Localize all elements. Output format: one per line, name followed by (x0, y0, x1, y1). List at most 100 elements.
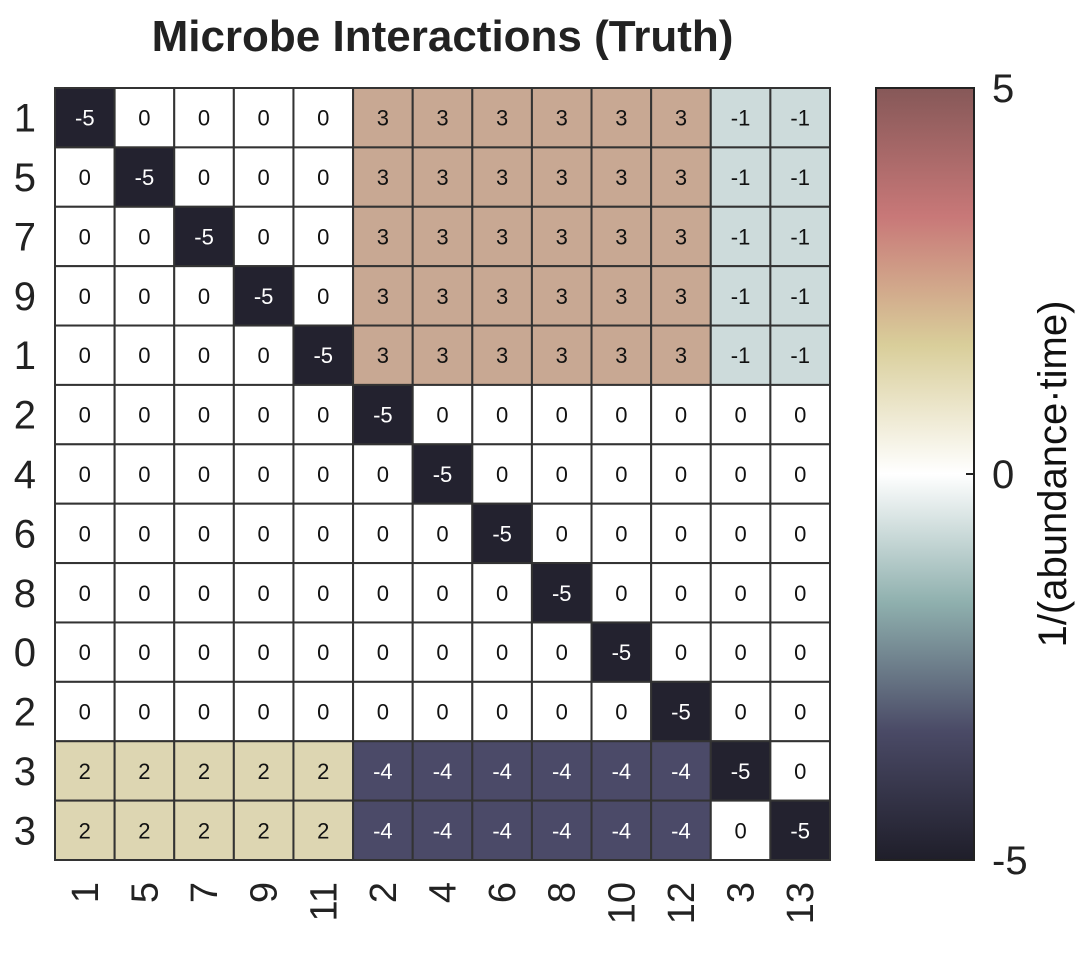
heatmap-cell (769, 87, 832, 149)
cell-value-label: 0 (496, 581, 508, 606)
cell-value-label: 3 (496, 343, 508, 368)
cell-value-label: 0 (317, 284, 329, 309)
cell-value-label: 0 (198, 462, 210, 487)
cell-value-label: -1 (731, 224, 751, 249)
cell-value-label: -1 (790, 165, 810, 190)
cell-value-label: -5 (373, 403, 393, 428)
colorbar-tick-label: -5 (992, 839, 1028, 883)
heatmap-cell (113, 146, 176, 208)
cell-value-label: -5 (194, 224, 214, 249)
cell-value-label: 3 (377, 224, 389, 249)
cell-value-label: 0 (317, 521, 329, 546)
heatmap-cell (292, 502, 355, 565)
cell-value-label: 0 (734, 700, 746, 725)
cell-value-label: 0 (138, 343, 150, 368)
heatmap-cell (530, 621, 593, 683)
cell-value-label: -4 (373, 818, 393, 843)
cell-value-label: -4 (492, 759, 512, 784)
cell-value-label: 0 (317, 581, 329, 606)
heatmap-cell (352, 621, 414, 683)
cell-value-label: 0 (615, 462, 627, 487)
heatmap-cell (471, 443, 533, 505)
cell-value-label: 0 (138, 462, 150, 487)
cell-value-label: 0 (317, 462, 329, 487)
heatmap-cell (173, 146, 235, 208)
heatmap-cell (113, 265, 176, 327)
colorbar-label: 1/(abundance·time) (1031, 301, 1075, 648)
heatmap-cell (173, 562, 235, 624)
cell-value-label: 0 (258, 581, 270, 606)
cell-value-label: -1 (790, 224, 810, 249)
heatmap-cell (173, 799, 235, 861)
cell-value-label: 0 (436, 700, 448, 725)
colorbar-tick-label: 5 (992, 67, 1014, 111)
cell-value-label: -1 (790, 106, 810, 131)
cell-value-label: 0 (79, 700, 91, 725)
cell-value-label: 3 (377, 106, 389, 131)
cell-value-label: 0 (734, 403, 746, 428)
cell-value-label: 0 (615, 521, 627, 546)
heatmap-cell (173, 443, 235, 505)
heatmap-cell (471, 799, 533, 861)
row-tick-label: 6 (14, 512, 36, 556)
heatmap-cell (411, 502, 474, 565)
heatmap-cell (173, 87, 235, 149)
heatmap-cell (650, 324, 712, 386)
cell-value-label: 0 (615, 581, 627, 606)
cell-value-label: 3 (556, 165, 568, 190)
cell-value-label: 3 (496, 224, 508, 249)
heatmap-cell (590, 87, 653, 149)
cell-value-label: 0 (138, 106, 150, 131)
cell-value-label: 0 (79, 224, 91, 249)
heatmap-cell (292, 562, 355, 624)
heatmap-cell (232, 621, 295, 683)
cell-value-label: 3 (556, 284, 568, 309)
cell-value-label: 0 (317, 403, 329, 428)
heatmap-cell (292, 621, 355, 683)
cell-value-label: 0 (615, 700, 627, 725)
cell-value-label: 3 (675, 224, 687, 249)
heatmap-cell (173, 740, 235, 802)
cell-value-label: 2 (317, 759, 329, 784)
cell-value-label: 3 (556, 224, 568, 249)
cell-value-label: 0 (556, 700, 568, 725)
heatmap-cell (590, 502, 653, 565)
heatmap-cell (709, 146, 772, 208)
heatmap-cell (352, 740, 414, 802)
cell-value-label: 2 (198, 759, 210, 784)
cell-value-label: -4 (671, 818, 691, 843)
cell-value-label: 0 (79, 581, 91, 606)
cell-value-label: 0 (258, 343, 270, 368)
cell-value-label: -5 (671, 700, 691, 725)
cell-value-label: -1 (731, 165, 751, 190)
cell-value-label: 3 (436, 106, 448, 131)
column-tick-label: 1 (65, 882, 107, 903)
cell-value-label: -1 (731, 284, 751, 309)
cell-value-label: 0 (317, 700, 329, 725)
cell-value-label: 3 (675, 106, 687, 131)
cell-value-label: 0 (198, 700, 210, 725)
heatmap-cell (411, 443, 474, 505)
cell-value-label: 0 (675, 462, 687, 487)
heatmap-cell (590, 265, 653, 327)
cell-value-label: 0 (615, 403, 627, 428)
cell-value-label: 0 (377, 700, 389, 725)
cell-value-label: 3 (675, 165, 687, 190)
cell-value-label: 0 (496, 700, 508, 725)
cell-value-label: 3 (377, 165, 389, 190)
cell-value-label: 0 (377, 640, 389, 665)
row-tick-label: 1 (14, 97, 36, 141)
cell-value-label: 0 (258, 224, 270, 249)
cell-value-label: -5 (492, 521, 512, 546)
heatmap-cell (769, 205, 832, 268)
heatmap-cell (173, 680, 235, 743)
heatmap-cell (352, 265, 414, 327)
colorbar-ticks: 5 0 -5 (966, 67, 1028, 883)
cell-value-label: -5 (612, 640, 632, 665)
heatmap-cell (471, 502, 533, 565)
heatmap-cell (471, 621, 533, 683)
heatmap-cell (590, 562, 653, 624)
cell-value-label: 3 (556, 106, 568, 131)
cell-value-label: -4 (671, 759, 691, 784)
cell-value-label: 3 (675, 284, 687, 309)
